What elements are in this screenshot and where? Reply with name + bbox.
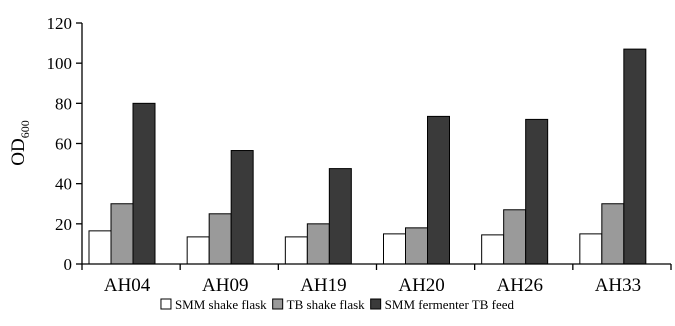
- legend: SMM shake flask TB shake flask SMM ferment…: [160, 297, 515, 312]
- y-axis-title: OD600: [8, 120, 32, 165]
- x-axis-ticks: [81, 264, 672, 270]
- bar-ah19-series-3: [328, 168, 352, 265]
- bar-ah20-series-2: [405, 227, 428, 265]
- y-axis-title-main: OD: [8, 138, 29, 165]
- bar-ah04-series-3: [132, 102, 156, 265]
- y-axis-ticks: 0 20 40 60 80 100 120: [47, 14, 82, 274]
- bar-ah33-series-2: [601, 203, 625, 265]
- y-tick-label: 100: [47, 54, 73, 73]
- y-axis-title-subscript: 600: [18, 120, 32, 138]
- x-category-label: AH26: [497, 275, 543, 296]
- legend-label-series-2: TB shake flask: [287, 297, 365, 312]
- bar-ah20-series-1: [383, 233, 406, 265]
- bar-ah26-series-1: [481, 234, 505, 265]
- bar-ah19-series-2: [306, 223, 330, 265]
- legend-swatch-series-1: [160, 298, 172, 310]
- x-category-label: AH19: [300, 275, 346, 296]
- x-axis-labels: AH04 AH09 AH19 AH20 AH26 AH33: [104, 275, 641, 296]
- bars: [88, 48, 647, 265]
- bar-ah26-series-2: [503, 209, 527, 265]
- y-tick-label: 0: [64, 255, 73, 274]
- bar-ah04-series-2: [110, 203, 134, 265]
- y-tick-label: 40: [55, 175, 72, 194]
- bar-ah09-series-3: [230, 150, 254, 265]
- x-category-label: AH09: [202, 275, 248, 296]
- x-category-label: AH20: [398, 275, 444, 296]
- bar-ah33-series-1: [579, 233, 603, 265]
- y-tick-label: 120: [47, 14, 73, 33]
- bar-ah33-series-3: [623, 48, 647, 265]
- bar-ah26-series-3: [525, 118, 549, 265]
- y-tick-label: 80: [55, 94, 72, 113]
- bar-ah09-series-1: [186, 236, 210, 265]
- bar-ah04-series-1: [88, 230, 112, 265]
- x-category-label: AH04: [104, 275, 151, 296]
- legend-swatch-series-3: [370, 298, 382, 310]
- y-tick-label: 20: [55, 215, 72, 234]
- y-tick-label: 60: [55, 135, 72, 154]
- bar-ah09-series-2: [208, 213, 232, 265]
- legend-swatch-series-2: [272, 298, 284, 310]
- legend-label-series-3: SMM fermenter TB feed: [385, 297, 515, 312]
- x-category-label: AH33: [595, 275, 641, 296]
- bar-ah19-series-1: [284, 236, 308, 265]
- legend-label-series-1: SMM shake flask: [175, 297, 267, 312]
- bar-ah20-series-3: [427, 115, 450, 265]
